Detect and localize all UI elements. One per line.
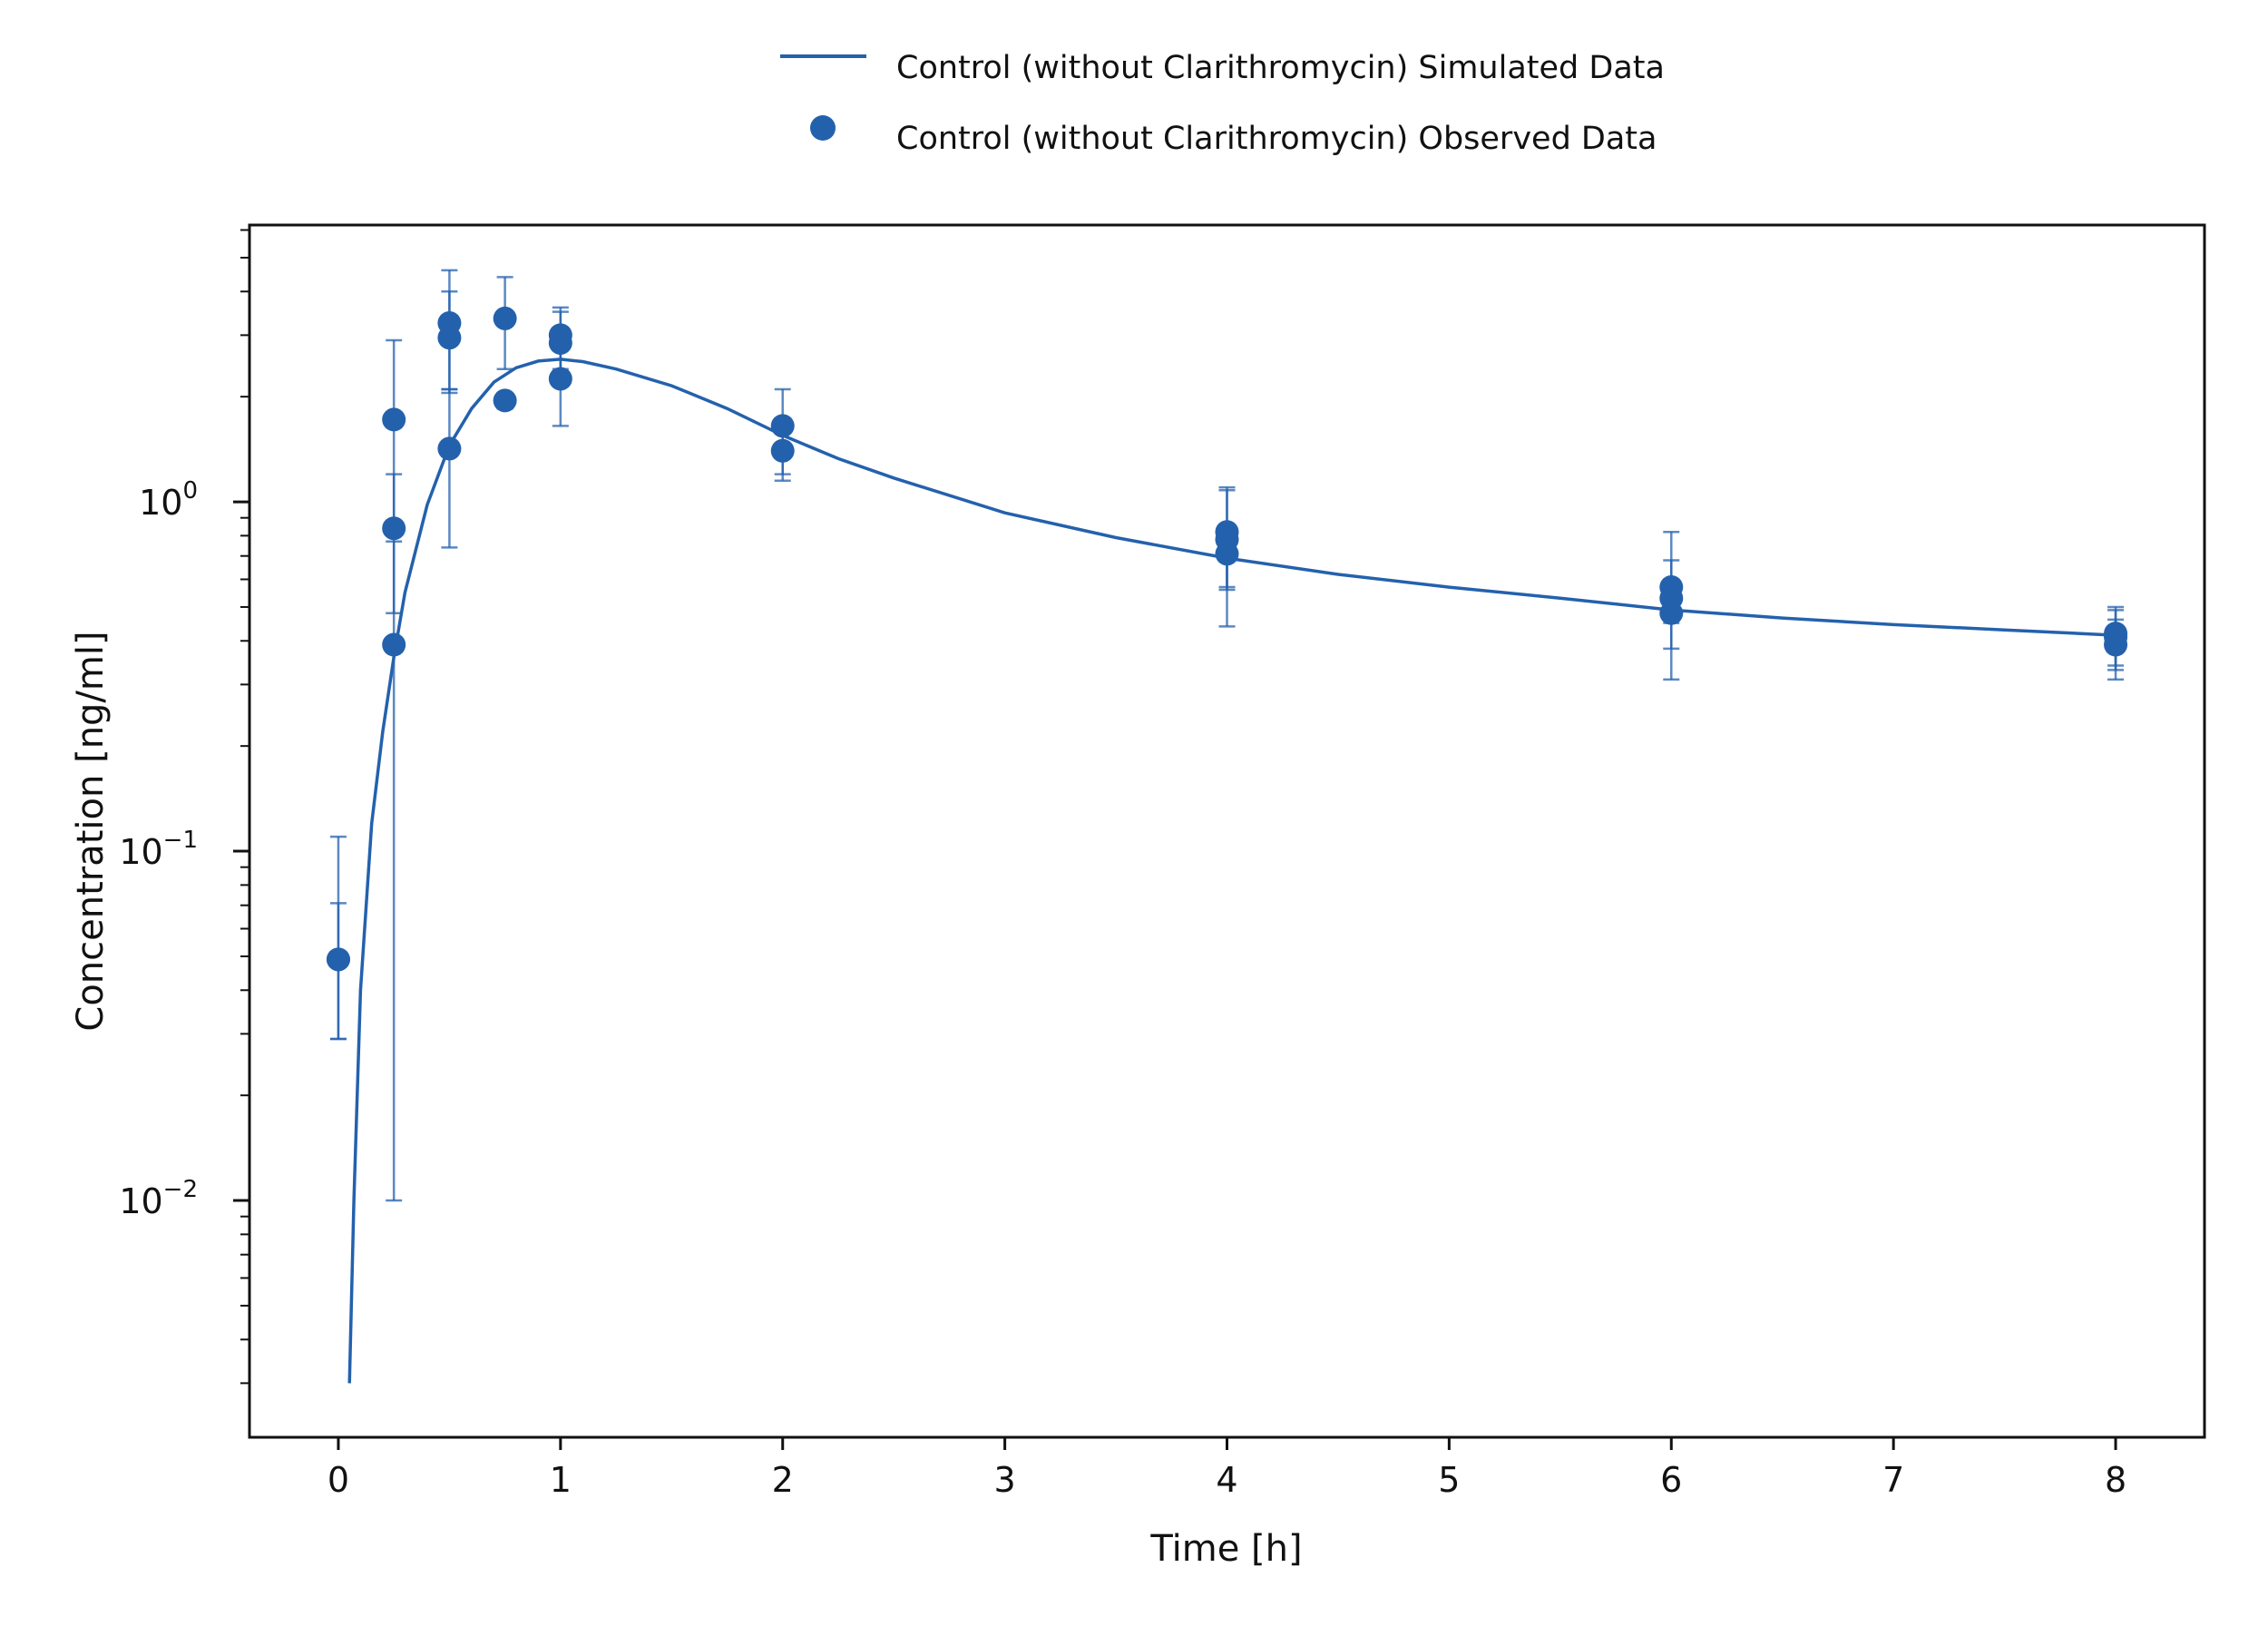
data-point [382, 407, 406, 432]
observed-point [326, 835, 350, 1041]
observed-point [493, 388, 517, 413]
legend-dot-swatch [810, 115, 836, 141]
plot-frame [248, 223, 2206, 1439]
observed-point [382, 540, 406, 1202]
x-tick-label: 3 [994, 1460, 1016, 1500]
series-layer [326, 269, 2128, 1384]
x-tick-label: 4 [1216, 1460, 1237, 1500]
data-point [770, 438, 795, 463]
data-point [493, 306, 517, 330]
data-point [493, 388, 517, 413]
x-tick-label: 8 [2105, 1460, 2126, 1500]
observed-point [548, 338, 572, 427]
observed-point [493, 276, 517, 370]
y-tick-label: 100 [139, 477, 198, 523]
data-point [326, 947, 350, 972]
x-tick-label: 5 [1438, 1460, 1460, 1500]
data-point [2104, 632, 2128, 657]
observed-point [2104, 618, 2128, 671]
observed-point [1215, 524, 1239, 592]
observed-point [437, 387, 462, 549]
y-tick-label: 10−2 [119, 1176, 198, 1221]
x-tick-label: 7 [1882, 1460, 1904, 1500]
observed-point [770, 425, 795, 482]
data-point [437, 326, 462, 350]
x-tick-label: 1 [550, 1460, 572, 1500]
x-axis-ticks: 0 1 2 3 4 5 6 7 8 [327, 1437, 2126, 1500]
data-point [382, 632, 406, 657]
data-point [1215, 542, 1239, 566]
x-tick-label: 6 [1660, 1460, 1682, 1500]
y-axis-title: Concentration [ng/ml] [70, 631, 112, 1031]
x-tick-label: 2 [772, 1460, 794, 1500]
data-point [548, 367, 572, 391]
data-point [437, 436, 462, 461]
observed-point [1659, 578, 1684, 651]
y-tick-label: 10−1 [119, 827, 198, 872]
data-point [382, 516, 406, 541]
legend-label-observed: Control (without Clarithromycin) Observe… [896, 121, 1657, 157]
x-axis-title: Time [h] [1149, 1528, 1302, 1570]
data-point [1659, 601, 1684, 625]
observed-point [437, 290, 462, 395]
legend: Control (without Clarithromycin) Simulat… [780, 50, 1665, 157]
legend-label-simulated: Control (without Clarithromycin) Simulat… [896, 50, 1665, 86]
x-tick-label: 0 [327, 1460, 349, 1500]
y-axis-ticks: 100 10−1 10−2 [119, 229, 249, 1385]
simulated-line [347, 358, 2116, 1384]
